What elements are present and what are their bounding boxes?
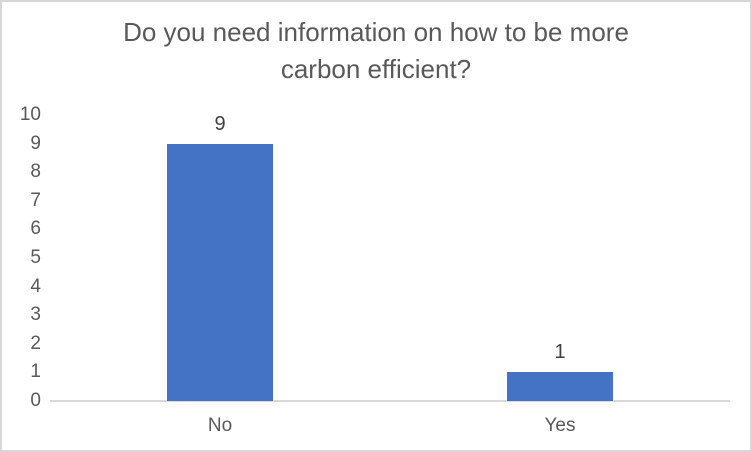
y-tick-label-10: 10 [19,104,41,125]
chart-title-line-1: Do you need information on how to be mor… [123,17,629,47]
x-axis-labels: No Yes [50,414,730,438]
y-tick-label-0: 0 [30,390,41,411]
x-tick-label-no: No [207,415,233,436]
y-tick-label-6: 6 [30,218,41,240]
y-tick-label-1: 1 [30,361,41,383]
y-tick-label-7: 7 [30,189,41,211]
chart-title-line-2: carbon efficient? [280,54,472,84]
data-label-yes: 1 [554,341,566,364]
x-axis-line [50,400,730,402]
y-tick-label-8: 8 [30,161,41,183]
data-label-no: 9 [214,112,226,135]
y-tick-label-5: 5 [30,247,41,268]
y-tick-label-4: 4 [30,275,41,297]
bar-yes[interactable] [507,372,613,401]
chart-title: Do you need information on how to be mor… [2,14,750,88]
bar-no[interactable] [167,143,273,401]
x-tick-label-yes: Yes [544,415,576,436]
y-tick-label-3: 3 [30,304,41,326]
y-tick-label-9: 9 [30,132,41,154]
y-tick-label-2: 2 [30,332,41,354]
y-axis: 0 1 2 3 4 5 6 7 8 9 10 [2,104,41,411]
